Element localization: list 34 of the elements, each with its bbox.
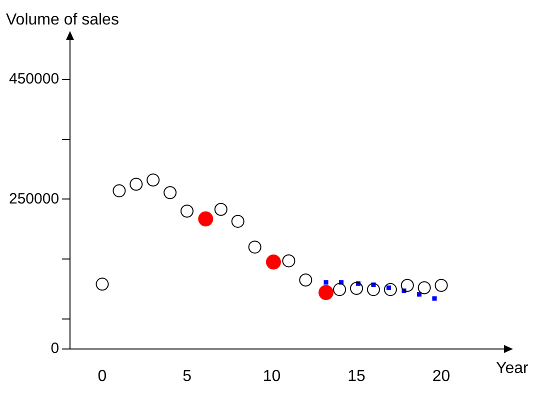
point (282, 254, 296, 268)
x-tick-label: 0 (98, 368, 107, 385)
point (231, 214, 244, 228)
point (130, 178, 143, 191)
point (324, 280, 328, 285)
point (400, 278, 414, 292)
point (318, 285, 334, 300)
point (146, 174, 160, 187)
x-axis-title: Year (496, 360, 529, 378)
y-tick-label: 0 (50, 340, 60, 357)
point (214, 202, 228, 216)
point (248, 240, 262, 254)
point (96, 278, 109, 291)
y-tick-label: 250000 (8, 190, 60, 208)
point (198, 211, 214, 226)
point (418, 281, 431, 294)
point (112, 184, 126, 198)
point (434, 278, 448, 292)
point (180, 204, 194, 218)
point (333, 283, 346, 296)
x-tick-label: 20 (432, 368, 450, 385)
x-tick-label: 5 (182, 368, 192, 385)
point (416, 292, 422, 297)
point (164, 186, 177, 200)
x-tick-label: 10 (262, 368, 281, 385)
y-axis-title: Volume of sales (6, 11, 119, 28)
point (350, 282, 364, 295)
y-tick-label: 450000 (8, 70, 60, 88)
x-tick-label: 15 (348, 368, 366, 385)
point (384, 283, 397, 296)
point (366, 283, 380, 296)
point (266, 254, 281, 270)
point (432, 296, 437, 301)
point (299, 273, 312, 286)
